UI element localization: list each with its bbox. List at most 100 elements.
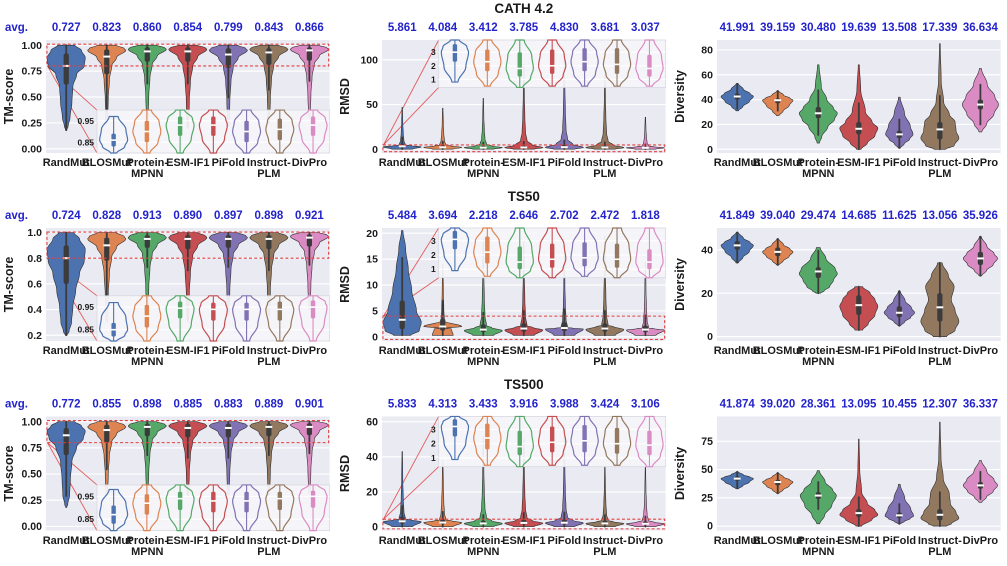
violin-body bbox=[625, 116, 665, 150]
inset-violin-outline bbox=[132, 109, 162, 154]
inset-violin-outline bbox=[265, 109, 295, 154]
violin-divpro bbox=[625, 261, 665, 337]
avg-value-pifold: 10.455 bbox=[882, 398, 918, 410]
inset-violin-esm-if1 bbox=[198, 484, 228, 532]
panel-cell-cath-4-2-diversity: 41.991 39.159 30.480 19.639 13.508 17.339 36.6… bbox=[671, 0, 1007, 188]
inset-iqr-box bbox=[277, 491, 283, 511]
ytick-label: 20 bbox=[366, 229, 378, 240]
xtick-label-esm-if1: ESM-IF1 bbox=[166, 157, 209, 169]
inset-violin-outline bbox=[472, 39, 502, 87]
median-line bbox=[855, 512, 863, 515]
violin-pifold bbox=[208, 231, 248, 317]
xtick-label-pifold: PiFold bbox=[883, 345, 917, 357]
xtick-label-instruct-plm: Instruct- bbox=[583, 157, 627, 169]
inset-median-line bbox=[484, 437, 490, 439]
xtick-label-randmut: RandMut bbox=[714, 157, 761, 169]
violin-esm-if1 bbox=[504, 63, 543, 151]
inset-violin-blosmut bbox=[132, 484, 162, 532]
xtick-label-protein-mpnn: MPNN bbox=[131, 356, 163, 368]
xtick-label-instruct-plm: PLM bbox=[929, 546, 952, 558]
avg-value-instruct-plm: 0.898 bbox=[254, 210, 283, 222]
inset-ytick-label: 0.85 bbox=[78, 137, 95, 147]
inset-iqr-box bbox=[614, 243, 619, 268]
median-line bbox=[62, 434, 70, 437]
xtick-label-blosmut: BLOSMut bbox=[753, 345, 803, 357]
violin-esm-if1 bbox=[839, 438, 879, 528]
inset-violin-blosmut bbox=[132, 295, 162, 342]
inset-iqr-box bbox=[452, 419, 457, 437]
avg-value-pifold: 3.988 bbox=[550, 398, 579, 410]
xtick-label-instruct-plm: PLM bbox=[593, 356, 616, 368]
median-line bbox=[977, 484, 985, 487]
inset-violin-protein-mpnn bbox=[165, 484, 195, 532]
violin-protein-mpnn bbox=[799, 64, 838, 144]
inset-violin-outline bbox=[132, 484, 162, 532]
inset-median-line bbox=[646, 261, 652, 263]
avg-value-blosmut: 39.040 bbox=[760, 210, 795, 222]
median-line bbox=[265, 425, 273, 428]
xtick-label-randmut: RandMut bbox=[43, 157, 90, 169]
inset-violin-divpro bbox=[634, 227, 664, 279]
median-line bbox=[143, 425, 151, 428]
avg-value-randmut: 5.861 bbox=[388, 22, 417, 34]
inset-violin-blosmut bbox=[132, 109, 162, 154]
xtick-label-divpro: DivPro bbox=[963, 345, 999, 357]
violin-body bbox=[585, 235, 624, 336]
inset-median-line bbox=[516, 445, 523, 448]
inset-median-line bbox=[144, 315, 150, 317]
median-line bbox=[306, 236, 313, 239]
median-line bbox=[641, 146, 649, 149]
violin-randmut bbox=[382, 451, 422, 528]
inset-iqr-box bbox=[582, 242, 587, 267]
avg-value-randmut: 0.727 bbox=[52, 22, 81, 34]
median-line bbox=[855, 304, 863, 307]
inset-iqr-box bbox=[211, 302, 216, 321]
inset-ts50-rmsd: 3 2 1 bbox=[431, 227, 666, 279]
ytick-label: 10 bbox=[366, 281, 378, 292]
median-line bbox=[306, 49, 313, 52]
inset-violin-blosmut bbox=[472, 415, 502, 466]
avg-value-protein-mpnn: 0.860 bbox=[133, 22, 162, 34]
xtick-label-pifold: PiFold bbox=[547, 535, 581, 547]
xtick-label-instruct-plm: PLM bbox=[257, 168, 280, 180]
avg-value-divpro: 36.634 bbox=[963, 22, 999, 34]
xtick-label-protein-mpnn: Protein- bbox=[127, 345, 169, 357]
violin-body bbox=[423, 460, 462, 527]
violin-blosmut bbox=[762, 237, 794, 266]
inset-violin-pifold bbox=[232, 484, 262, 532]
xtick-label-divpro: DivPro bbox=[292, 157, 328, 169]
violins-ts50-rmsd bbox=[382, 230, 665, 337]
violin-divpro bbox=[963, 460, 999, 503]
inset-median-line bbox=[310, 306, 316, 308]
median-line bbox=[896, 514, 904, 517]
violin-body bbox=[504, 63, 543, 150]
iqr-box bbox=[897, 306, 903, 318]
ytick-label: 40 bbox=[702, 245, 714, 256]
inset-violin-outline bbox=[198, 295, 228, 342]
xtick-label-divpro: DivPro bbox=[292, 535, 328, 547]
iqr-box bbox=[601, 323, 608, 332]
median-line bbox=[224, 426, 232, 429]
violin-pifold bbox=[885, 483, 915, 525]
median-line bbox=[265, 51, 273, 54]
avg-value-esm-if1: 0.890 bbox=[173, 210, 202, 222]
xtick-label-protein-mpnn: MPNN bbox=[467, 356, 499, 368]
ytick-label: 0.6 bbox=[27, 279, 42, 290]
ytick-label: 20 bbox=[366, 487, 378, 499]
ytick-label: 0.50 bbox=[22, 469, 43, 481]
panel-ts500-tm-score: 0.95 0.85 avg. 0.772 0.855 0.898 0.885 0.883 0.8… bbox=[0, 376, 336, 566]
inset-median-line bbox=[451, 238, 458, 241]
avg-value-esm-if1: 0.885 bbox=[173, 398, 202, 410]
violin-body bbox=[382, 106, 422, 150]
panel-cell-ts50-diversity: 41.849 39.040 29.474 14.685 11.625 13.056 35.9… bbox=[671, 188, 1007, 376]
ytick-label: 15 bbox=[366, 255, 378, 266]
ytick-label: 60 bbox=[366, 416, 378, 428]
avg-value-protein-mpnn: 0.898 bbox=[133, 398, 162, 410]
y-axis-label: Diversity bbox=[673, 447, 687, 500]
avg-value-pifold: 11.625 bbox=[882, 210, 917, 222]
violin-body bbox=[504, 240, 543, 336]
median-line bbox=[62, 257, 70, 260]
inset-median-line bbox=[177, 307, 183, 310]
median-line bbox=[936, 306, 944, 309]
inset-median-line bbox=[110, 328, 117, 331]
